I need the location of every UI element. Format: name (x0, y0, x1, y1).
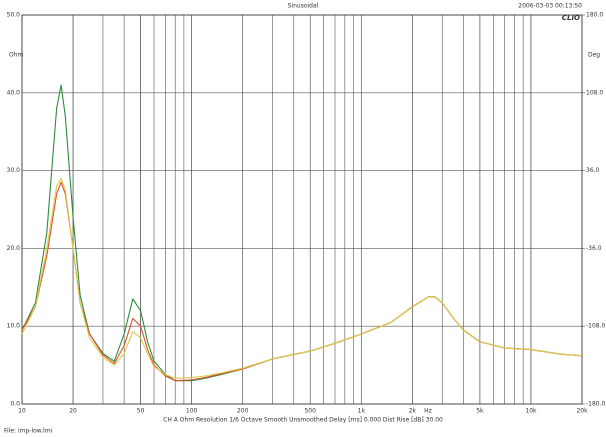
y-tick-label: 20.0 (7, 245, 21, 252)
timestamp: 2006-03-03 00:13:50 (518, 3, 582, 10)
y-tick-label: 30.0 (7, 167, 21, 174)
footer: CH A Ohm Resolution 1/6 Octave Smooth Un… (163, 417, 443, 424)
x-axis-label: Hz (424, 408, 432, 415)
x-tick-label: 5k (476, 408, 484, 415)
y2-axis-label: Deg (588, 52, 600, 59)
y2-tick-label: -180.0 (586, 401, 606, 408)
y-tick-label: 0.0 (10, 401, 20, 408)
x-tick-label: 50 (137, 408, 145, 415)
x-tick-label: 10 (18, 408, 26, 415)
y2-tick-label: -36.0 (586, 245, 602, 252)
y-tick-label: 50.0 (7, 12, 21, 19)
x-tick-label: 200 (237, 408, 249, 415)
x-tick-label: 500 (304, 408, 316, 415)
y-tick-label: 40.0 (7, 89, 21, 96)
y2-tick-label: 180.0 (586, 12, 603, 19)
y-tick-label: 10.0 (7, 323, 21, 330)
x-tick-label: 20 (69, 408, 77, 415)
x-tick-label: 1k (358, 408, 366, 415)
logo: CLIO (562, 14, 580, 22)
series-line (21, 177, 583, 379)
x-tick-label: 2k (409, 408, 417, 415)
chart-title: Sinusoidal (288, 3, 319, 10)
y2-tick-label: 36.0 (586, 167, 600, 174)
x-tick-label: 20k (576, 408, 588, 415)
y2-tick-label: -108.0 (586, 323, 606, 330)
x-tick-label: 100 (186, 408, 198, 415)
x-tick-label: 10k (525, 408, 537, 415)
y2-tick-label: 108.0 (586, 89, 603, 96)
plot-frame (21, 14, 583, 405)
y-axis-label: Ohm (9, 52, 24, 59)
file-name: File: imp-low.lmi (4, 428, 53, 435)
